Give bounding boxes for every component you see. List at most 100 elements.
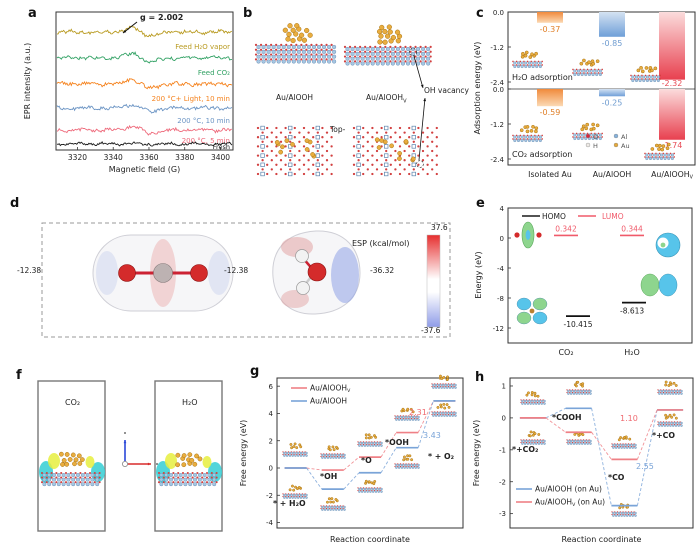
y-tick-label: -2 — [499, 478, 506, 486]
state-label: *+CO — [652, 431, 675, 440]
epr-trace — [56, 25, 233, 38]
esp-maps-panel — [41, 222, 451, 338]
y-tick-label: 4 — [269, 410, 274, 418]
trace-label: Fresh — [213, 143, 230, 151]
structure-inset — [282, 442, 308, 457]
y-tick-label: -2.4 — [490, 156, 504, 164]
trace-label: 200 °C+ Light, 10 min — [152, 95, 230, 103]
side-view-alooh-v — [343, 24, 432, 66]
subpanel-title: CO₂ adsorption — [512, 150, 572, 159]
step-annotation: 2.55 — [636, 462, 654, 471]
structure-inset — [572, 58, 603, 77]
esp-colorbar — [426, 234, 441, 328]
trace-label: Feed CO₂ — [198, 69, 230, 77]
legend-series-label: Au/AlOOHV (on Au) — [535, 498, 605, 509]
y-axis-label: Energy (eV) — [474, 251, 483, 298]
adsorption-bar — [537, 89, 563, 107]
cdd-box-h2o — [154, 380, 223, 532]
trace-label: 200 °C, 10 min — [177, 117, 230, 125]
legend-series-label: Au/AlOOH (on Au) — [535, 485, 602, 494]
structure-inset — [657, 380, 683, 395]
legend-atom-label: H — [593, 142, 598, 150]
top-view-alooh-v — [352, 125, 438, 177]
cdd-box-co2 — [37, 380, 106, 532]
side-view-alooh — [254, 23, 337, 64]
legend-atom-label: Al — [621, 133, 627, 141]
panel-e-letter: e — [476, 196, 485, 211]
x-tick-label: 3380 — [175, 153, 194, 162]
y-tick-label: -4 — [497, 265, 505, 273]
legend-lumo: LUMO — [602, 212, 624, 221]
y-tick-label: 0.0 — [493, 86, 504, 94]
co2rr-free-energy-chart: 1 0 -1 -2 -3 Free energy (eV) Reaction coordin… — [472, 377, 694, 544]
structure-inset — [520, 430, 546, 445]
panel-b-letter: b — [243, 6, 253, 21]
oer-free-energy-chart: 6 4 2 0 -2 -4 Free energy (eV) Reaction coordin… — [239, 374, 464, 544]
adsorption-bar — [659, 89, 685, 140]
state-label: *OOH — [385, 438, 409, 447]
state-label: *CO — [608, 473, 625, 482]
structure-inset — [566, 431, 592, 445]
orbital-co2-homo — [516, 297, 548, 325]
state-label: *OH — [320, 472, 337, 481]
legend-atom-label: Au — [621, 142, 630, 150]
y-tick-label: 0.0 — [493, 9, 504, 17]
panel-h-letter: h — [475, 370, 485, 385]
y-tick-label: -1 — [499, 446, 506, 454]
g-factor-annotation: g = 2.002 — [140, 13, 183, 22]
legend-homo: HOMO — [542, 212, 566, 221]
bar-value-label: -1.74 — [662, 141, 683, 150]
structure-caption-alooh-v: Au/AlOOHV — [366, 93, 407, 105]
y-tick-label: 4 — [500, 205, 505, 213]
legend-atom-label: O — [593, 133, 598, 141]
state-label: * + O₂ — [428, 452, 454, 461]
orbital-co2-lumo — [514, 221, 542, 249]
x-axis-label: Reaction coordinate — [330, 535, 410, 544]
structure-inset — [512, 124, 543, 143]
structure-inset — [357, 433, 383, 447]
y-tick-label: -8 — [497, 295, 504, 303]
category-label: H₂O — [624, 348, 640, 357]
adsorption-bar — [537, 12, 563, 23]
bar-value-label: -0.37 — [540, 25, 561, 34]
structure-inset — [644, 142, 675, 161]
esp-value-co2-right: -12.38 — [224, 266, 249, 275]
x-axis-label: Magnetic field (G) — [109, 165, 180, 174]
y-axis-label: Free energy (eV) — [239, 420, 248, 487]
state-label: *COOH — [552, 413, 582, 422]
structure-inset — [431, 402, 457, 417]
structure-inset — [512, 50, 543, 69]
structure-inset — [611, 435, 637, 449]
homo-value: -8.613 — [620, 307, 644, 316]
homo-value: -10.415 — [564, 320, 593, 329]
structure-inset — [320, 497, 346, 511]
top-view-label: Top- — [330, 125, 346, 134]
y-axis-label: Adsorption energy (eV) — [473, 42, 482, 135]
lumo-value: 0.344 — [621, 224, 643, 233]
charge-density-panel — [37, 380, 223, 532]
y-axis-label: EPR intensity (a.u.) — [23, 43, 32, 120]
orbital-h2o-homo — [640, 273, 678, 297]
x-tick-label: 3400 — [211, 153, 230, 162]
structure-inset — [630, 65, 661, 83]
homo-lumo-chart: 4 0 -4 -8 -12 Energy (eV) HOMO LUMO 0.342 -10.415… — [474, 205, 693, 357]
vacancy-label: OH vacancy — [424, 86, 469, 95]
y-tick-label: -12 — [493, 325, 504, 333]
structure-inset — [282, 484, 308, 499]
y-tick-label: -1.2 — [490, 44, 504, 52]
structure-inset — [394, 454, 420, 469]
y-tick-label: 1 — [502, 383, 506, 391]
trace-label: Feed H₂O vapor — [175, 43, 230, 51]
category-label: Au/AlOOH — [593, 170, 632, 179]
adsorption-energy-chart: Adsorption energy (eV) 0.0 -1.2 -2.4 -0.37 -0… — [473, 9, 696, 181]
structure-inset — [520, 390, 546, 405]
y-tick-label: -1.2 — [490, 121, 504, 129]
cdd-box-label-co2: CO₂ — [65, 398, 81, 407]
trace-label: 200 °C, 5 min — [182, 137, 230, 145]
esp-value-h2o: -36.32 — [370, 266, 395, 275]
y-tick-label: -2 — [266, 492, 273, 500]
epr-trace — [56, 141, 233, 147]
y-tick-label: 0 — [269, 465, 273, 473]
y-tick-label: 0 — [502, 414, 506, 422]
structure-inset — [431, 374, 457, 389]
